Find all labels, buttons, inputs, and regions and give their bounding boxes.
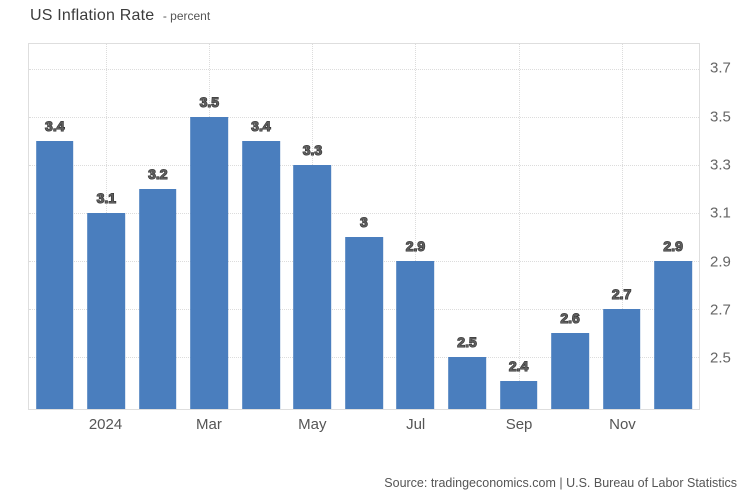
bar <box>242 141 280 409</box>
bar-value-label: 3.1 <box>96 190 117 207</box>
x-tick-label: Nov <box>609 416 636 433</box>
bar <box>35 141 74 409</box>
bar-value-label: 3.3 <box>302 142 323 159</box>
bar-slot: 3.4 <box>235 44 287 409</box>
bar-value-label: 3.5 <box>199 94 220 111</box>
chart-title-text: US Inflation Rate <box>30 7 155 24</box>
bar-value-label: 2.6 <box>560 310 581 327</box>
bar <box>87 213 126 409</box>
bar-value-label: 3 <box>360 214 369 231</box>
bar-value-label: 2.9 <box>405 238 426 255</box>
x-tick-label: May <box>298 416 327 433</box>
bar-slot: 2.9 <box>390 44 442 409</box>
bar <box>654 261 692 409</box>
bar <box>190 117 229 409</box>
bar <box>499 381 538 409</box>
chart-title-suffix: - percent <box>162 9 211 23</box>
bar-slot: 2.9 <box>647 44 699 409</box>
bar-value-label: 3.4 <box>251 118 272 135</box>
y-tick-label: 3.5 <box>710 108 731 126</box>
h-gridline <box>29 69 699 71</box>
h-gridline <box>29 213 699 215</box>
bar <box>345 237 383 409</box>
x-tick-label: Mar <box>196 416 222 433</box>
y-tick-label: 3.7 <box>710 59 731 77</box>
v-gridline <box>518 44 520 409</box>
bar <box>448 357 486 409</box>
y-tick-label: 3.1 <box>710 204 731 222</box>
bar <box>139 189 177 409</box>
v-gridline <box>415 44 417 409</box>
v-gridline <box>621 44 623 409</box>
bar-value-label: 2.9 <box>663 238 684 255</box>
bar-slot: 2.7 <box>596 44 648 409</box>
h-gridline <box>29 165 699 167</box>
source-text: Source: tradingeconomics.com | U.S. Bure… <box>384 476 737 490</box>
y-tick-label: 2.7 <box>710 301 731 319</box>
y-tick-label: 2.9 <box>710 253 731 270</box>
bars-row: 3.4 3.1 3.2 3.5 3.4 3.3 3 2.9 2.5 2.4 2.6 2.7 2.9 <box>29 44 699 409</box>
bar-value-label: 3.4 <box>44 118 65 135</box>
x-tick-label: Jul <box>406 416 426 433</box>
bar-slot: 3.1 <box>81 44 133 409</box>
bar-slot: 3 <box>338 44 390 409</box>
x-axis: 2024 Mar May Jul Sep Nov <box>28 416 700 436</box>
bar-slot: 3.2 <box>132 44 184 409</box>
x-tick-label: 2024 <box>88 416 123 433</box>
bar-slot: 2.6 <box>544 44 596 409</box>
y-tick-label: 2.5 <box>710 349 731 367</box>
bar-slot: 2.4 <box>493 44 545 409</box>
bar <box>551 333 589 409</box>
x-tick-label: Sep <box>505 416 533 433</box>
chart-title: US Inflation Rate - percent <box>30 7 210 25</box>
bar-slot: 2.5 <box>441 44 493 409</box>
bar-slot: 3.5 <box>184 44 236 409</box>
plot-area: 3.4 3.1 3.2 3.5 3.4 3.3 3 2.9 2.5 2.4 2.6 2.7 2.9 <box>28 43 700 410</box>
bar <box>293 165 332 409</box>
y-tick-label: 3.3 <box>710 156 731 174</box>
bar <box>396 261 435 409</box>
h-gridline <box>29 117 699 119</box>
bar-value-label: 3.2 <box>148 166 169 183</box>
bar-value-label: 2.5 <box>457 334 478 351</box>
bar-value-label: 2.7 <box>611 286 632 303</box>
bar-slot: 3.4 <box>29 44 81 409</box>
bar-slot: 3.3 <box>287 44 339 409</box>
y-axis: 3.7 3.5 3.3 3.1 2.9 2.7 2.5 <box>710 43 746 410</box>
bar <box>602 309 641 409</box>
bar-value-label: 2.4 <box>508 358 529 375</box>
